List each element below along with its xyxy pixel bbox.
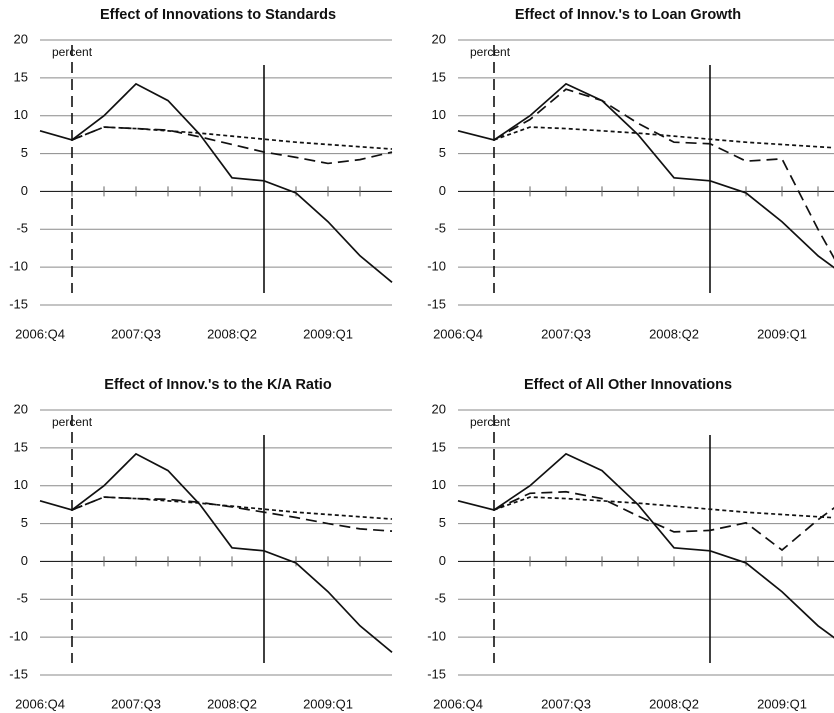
y-tick-label: -5 <box>16 221 28 236</box>
x-tick-label: 2009:Q1 <box>757 326 807 341</box>
y-tick-label: -10 <box>427 629 446 644</box>
x-tick-label: 2009:Q1 <box>303 696 353 711</box>
y-tick-label: -5 <box>16 591 28 606</box>
series-line <box>71 126 393 165</box>
x-tick-label: 2007:Q3 <box>541 696 591 711</box>
panel: Effect of Innov.'s to the K/A Ratio -15 -1… <box>9 377 393 711</box>
panel: Effect of Innov.'s to Loan Growth -15 -10 -… <box>427 7 834 341</box>
y-tick-label: 15 <box>14 69 28 84</box>
y-tick-label: -10 <box>9 629 28 644</box>
series-line <box>493 490 834 552</box>
y-tick-label: 0 <box>439 183 446 198</box>
y-tick-label: 10 <box>14 107 28 122</box>
series-line <box>493 496 834 519</box>
x-tick-label: 2007:Q3 <box>541 326 591 341</box>
y-tick-label: 10 <box>14 477 28 492</box>
y-tick-label: 0 <box>439 553 446 568</box>
y-tick-label: -10 <box>427 259 446 274</box>
series-line <box>71 496 393 532</box>
y-tick-label: 5 <box>439 145 446 160</box>
y-tick-label: 0 <box>21 553 28 568</box>
y-tick-label: 5 <box>21 515 28 530</box>
y-tick-label: -5 <box>434 591 446 606</box>
series-line <box>493 126 834 149</box>
y-tick-label: -15 <box>427 666 446 681</box>
series-line <box>457 82 834 269</box>
chart-title: Effect of Innov.'s to Loan Growth <box>515 7 741 23</box>
y-tick-label: -15 <box>9 296 28 311</box>
y-tick-label: -10 <box>9 259 28 274</box>
chart-title: Effect of Innovations to Standards <box>100 7 336 23</box>
x-tick-label: 2006:Q4 <box>15 326 65 341</box>
annotation: percent <box>470 415 511 429</box>
chart-title: Effect of All Other Innovations <box>524 377 732 393</box>
y-tick-label: 20 <box>432 401 446 416</box>
x-tick-label: 2009:Q1 <box>303 326 353 341</box>
y-tick-label: 20 <box>14 31 28 46</box>
x-tick-label: 2008:Q2 <box>207 696 257 711</box>
y-tick-label: 5 <box>21 145 28 160</box>
x-tick-label: 2006:Q4 <box>15 696 65 711</box>
y-tick-label: -5 <box>434 221 446 236</box>
chart-title: Effect of Innov.'s to the K/A Ratio <box>104 377 332 393</box>
x-tick-label: 2008:Q2 <box>649 696 699 711</box>
series-line <box>71 496 393 520</box>
x-tick-label: 2006:Q4 <box>433 326 483 341</box>
y-tick-label: 10 <box>432 107 446 122</box>
panel: Effect of Innovations to Standards -15 -10… <box>9 7 393 341</box>
x-tick-label: 2006:Q4 <box>433 696 483 711</box>
x-tick-label: 2008:Q2 <box>207 326 257 341</box>
x-tick-label: 2009:Q1 <box>757 696 807 711</box>
y-tick-label: 15 <box>14 439 28 454</box>
x-tick-label: 2007:Q3 <box>111 326 161 341</box>
y-tick-label: -15 <box>427 296 446 311</box>
y-tick-label: 10 <box>432 477 446 492</box>
y-tick-label: 0 <box>21 183 28 198</box>
annotation: percent <box>470 45 511 59</box>
panel: Effect of All Other Innovations -15 -10 -5 0… <box>427 377 834 711</box>
y-tick-label: 20 <box>14 401 28 416</box>
y-tick-label: 5 <box>439 515 446 530</box>
series-line <box>39 452 393 653</box>
y-tick-label: 15 <box>432 439 446 454</box>
x-tick-label: 2007:Q3 <box>111 696 161 711</box>
y-tick-label: -15 <box>9 666 28 681</box>
series-line <box>457 452 834 639</box>
y-tick-label: 15 <box>432 69 446 84</box>
series-line <box>39 82 393 283</box>
series-line <box>493 88 834 260</box>
y-tick-label: 20 <box>432 31 446 46</box>
x-tick-label: 2008:Q2 <box>649 326 699 341</box>
series-line <box>71 126 393 150</box>
